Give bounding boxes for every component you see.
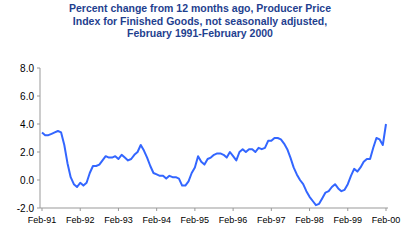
- y-tick-label: 0.0: [20, 175, 34, 186]
- x-tick: [194, 208, 195, 211]
- y-tick: [37, 96, 40, 97]
- x-tick-label: Feb-94: [142, 215, 171, 225]
- x-tick: [271, 208, 272, 211]
- x-tick-label: Feb-92: [66, 215, 95, 225]
- y-axis: [40, 68, 41, 208]
- x-tick: [156, 208, 157, 211]
- title: Percent change from 12 months ago, Produ…: [69, 2, 331, 39]
- x-tick-label: Feb-00: [372, 215, 401, 225]
- y-tick: [37, 124, 40, 125]
- y-tick: [37, 208, 40, 209]
- x-tick-label: Feb-99: [334, 215, 363, 225]
- x-tick-label: Feb-95: [181, 215, 210, 225]
- x-tick-label: Feb-93: [104, 215, 133, 225]
- x-tick-label: Feb-96: [219, 215, 248, 225]
- title-line: Index for Finished Goods, not seasonally…: [73, 15, 327, 27]
- x-tick: [233, 208, 234, 211]
- x-axis: [40, 208, 388, 209]
- x-tick-label: Feb-91: [28, 215, 57, 225]
- x-tick-label: Feb-98: [295, 215, 324, 225]
- y-tick-label: 2.0: [20, 147, 34, 158]
- x-tick: [309, 208, 310, 211]
- y-tick: [37, 152, 40, 153]
- y-tick: [37, 68, 40, 69]
- y-tick-label: 4.0: [20, 119, 34, 130]
- plot-area: [42, 124, 386, 205]
- x-tick: [347, 208, 348, 211]
- chart: Percent change from 12 months ago, Produ…: [0, 0, 401, 238]
- y-tick-label: -2.0: [17, 203, 35, 214]
- line: [42, 124, 386, 205]
- y-tick-label: 6.0: [20, 91, 34, 102]
- x-tick: [80, 208, 81, 211]
- x-tick: [386, 208, 387, 211]
- y-tick-label: 8.0: [20, 63, 34, 74]
- title-line: February 1991-February 2000: [127, 27, 273, 39]
- x-tick: [42, 208, 43, 211]
- x-tick: [118, 208, 119, 211]
- title-line: Percent change from 12 months ago, Produ…: [69, 2, 331, 14]
- y-tick: [37, 180, 40, 181]
- x-tick-label: Feb-97: [257, 215, 286, 225]
